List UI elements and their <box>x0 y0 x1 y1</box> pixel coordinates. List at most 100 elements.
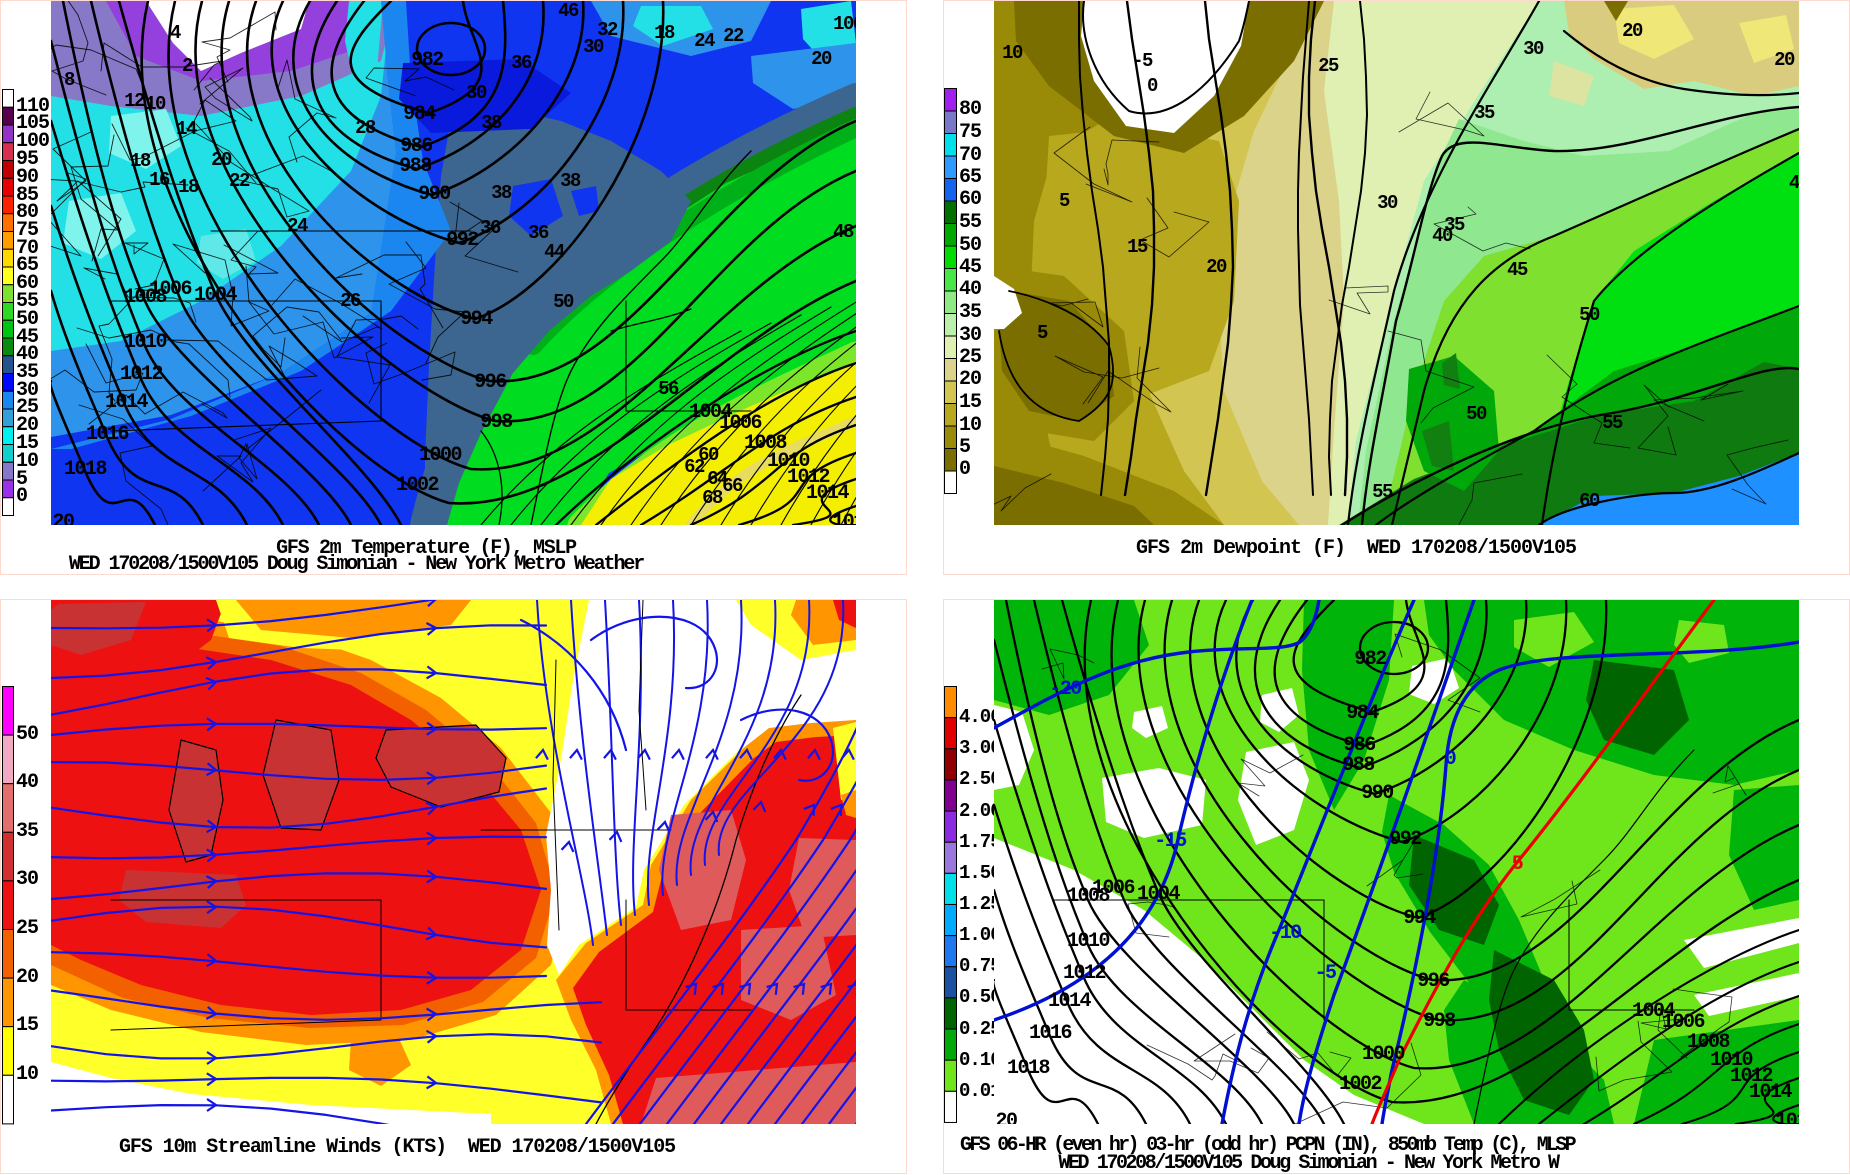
svg-text:66: 66 <box>722 475 743 497</box>
svg-text:100: 100 <box>833 13 856 35</box>
svg-text:20: 20 <box>995 1110 1017 1124</box>
svg-text:5: 5 <box>1037 322 1048 344</box>
svg-text:50: 50 <box>553 291 574 313</box>
svg-text:14: 14 <box>176 118 197 140</box>
svg-text:0: 0 <box>1147 75 1158 97</box>
svg-text:22: 22 <box>723 25 744 47</box>
svg-text:50: 50 <box>1466 403 1487 425</box>
svg-text:1014: 1014 <box>105 391 149 414</box>
svg-text:44: 44 <box>544 241 565 263</box>
svg-text:8: 8 <box>64 69 75 91</box>
svg-text:1006: 1006 <box>1092 877 1135 900</box>
svg-text:1008: 1008 <box>1067 885 1110 908</box>
svg-text:994: 994 <box>1403 907 1436 930</box>
svg-text:68: 68 <box>702 487 723 509</box>
svg-text:12: 12 <box>124 90 145 112</box>
svg-text:990: 990 <box>418 183 450 206</box>
svg-text:1012: 1012 <box>1063 962 1106 985</box>
svg-text:0: 0 <box>1445 748 1456 771</box>
svg-text:36: 36 <box>480 217 501 239</box>
svg-text:988: 988 <box>399 155 431 178</box>
svg-text:30: 30 <box>583 36 604 58</box>
svg-text:984: 984 <box>403 103 436 126</box>
svg-text:-15: -15 <box>1154 830 1186 853</box>
svg-text:20: 20 <box>1206 256 1227 278</box>
svg-text:1016: 1016 <box>1029 1022 1072 1045</box>
svg-text:24: 24 <box>694 30 715 52</box>
svg-text:20: 20 <box>52 511 74 525</box>
svg-text:986: 986 <box>1343 734 1375 757</box>
svg-text:1002: 1002 <box>396 474 439 497</box>
svg-text:28: 28 <box>355 117 376 139</box>
svg-text:101: 101 <box>1775 1110 1799 1124</box>
svg-text:1004: 1004 <box>1137 883 1181 906</box>
svg-text:1000: 1000 <box>1362 1043 1405 1066</box>
svg-text:5: 5 <box>1512 853 1523 876</box>
svg-text:982: 982 <box>411 49 443 72</box>
svg-text:-5: -5 <box>1314 962 1336 985</box>
svg-text:10: 10 <box>145 93 166 115</box>
svg-text:20: 20 <box>1774 49 1795 71</box>
svg-text:1008: 1008 <box>124 286 167 309</box>
svg-text:1018: 1018 <box>1007 1057 1050 1080</box>
svg-text:1006: 1006 <box>149 278 192 301</box>
svg-text:998: 998 <box>1423 1010 1455 1033</box>
svg-text:101: 101 <box>832 511 856 525</box>
svg-text:-20: -20 <box>1049 678 1081 701</box>
svg-text:1010: 1010 <box>1067 930 1110 953</box>
svg-text:18: 18 <box>654 22 675 44</box>
svg-text:30: 30 <box>1523 38 1544 60</box>
svg-text:-5: -5 <box>1132 50 1153 72</box>
svg-text:64: 64 <box>707 468 728 490</box>
svg-text:20: 20 <box>811 48 832 70</box>
svg-text:24: 24 <box>287 215 308 237</box>
svg-text:46: 46 <box>558 1 579 22</box>
svg-text:1014: 1014 <box>1048 990 1092 1013</box>
svg-text:30: 30 <box>1377 192 1398 214</box>
svg-text:36: 36 <box>511 52 532 74</box>
svg-text:60: 60 <box>698 444 719 466</box>
svg-text:38: 38 <box>491 182 512 204</box>
svg-text:35: 35 <box>1444 214 1465 236</box>
svg-text:1000: 1000 <box>419 444 462 467</box>
svg-text:20: 20 <box>211 149 232 171</box>
svg-text:18: 18 <box>130 150 151 172</box>
svg-text:50: 50 <box>1579 304 1600 326</box>
svg-text:40: 40 <box>1432 225 1453 247</box>
svg-text:45: 45 <box>1507 259 1528 281</box>
svg-text:992: 992 <box>1389 828 1421 851</box>
svg-text:20: 20 <box>1622 20 1643 42</box>
svg-text:1004: 1004 <box>194 284 238 307</box>
svg-text:982: 982 <box>1354 648 1386 671</box>
svg-text:988: 988 <box>1342 754 1374 777</box>
svg-text:1008: 1008 <box>1687 1031 1730 1054</box>
svg-text:1002: 1002 <box>1339 1073 1382 1096</box>
svg-text:38: 38 <box>481 112 502 134</box>
svg-text:55: 55 <box>1602 412 1623 434</box>
svg-text:1014: 1014 <box>1749 1081 1793 1104</box>
svg-text:986: 986 <box>400 135 432 158</box>
svg-text:984: 984 <box>1346 702 1379 725</box>
svg-text:1012: 1012 <box>120 363 163 386</box>
svg-text:35: 35 <box>1474 102 1495 124</box>
svg-text:36: 36 <box>528 222 549 244</box>
svg-text:4: 4 <box>170 22 181 44</box>
svg-text:62: 62 <box>684 456 705 478</box>
svg-text:15: 15 <box>1127 236 1148 258</box>
svg-text:55: 55 <box>1372 481 1393 503</box>
svg-text:998: 998 <box>480 411 512 434</box>
svg-text:1018: 1018 <box>64 458 107 481</box>
svg-text:25: 25 <box>1318 55 1339 77</box>
svg-text:32: 32 <box>597 19 618 41</box>
svg-text:996: 996 <box>1417 970 1449 993</box>
svg-text:2: 2 <box>182 55 193 77</box>
svg-text:1014: 1014 <box>806 482 850 505</box>
svg-text:992: 992 <box>446 229 478 252</box>
svg-text:-10: -10 <box>1269 922 1301 945</box>
svg-text:38: 38 <box>560 170 581 192</box>
svg-text:18: 18 <box>178 176 199 198</box>
svg-text:990: 990 <box>1361 782 1393 805</box>
svg-text:48: 48 <box>833 221 854 243</box>
svg-text:10: 10 <box>1002 42 1023 64</box>
svg-text:16: 16 <box>149 169 170 191</box>
